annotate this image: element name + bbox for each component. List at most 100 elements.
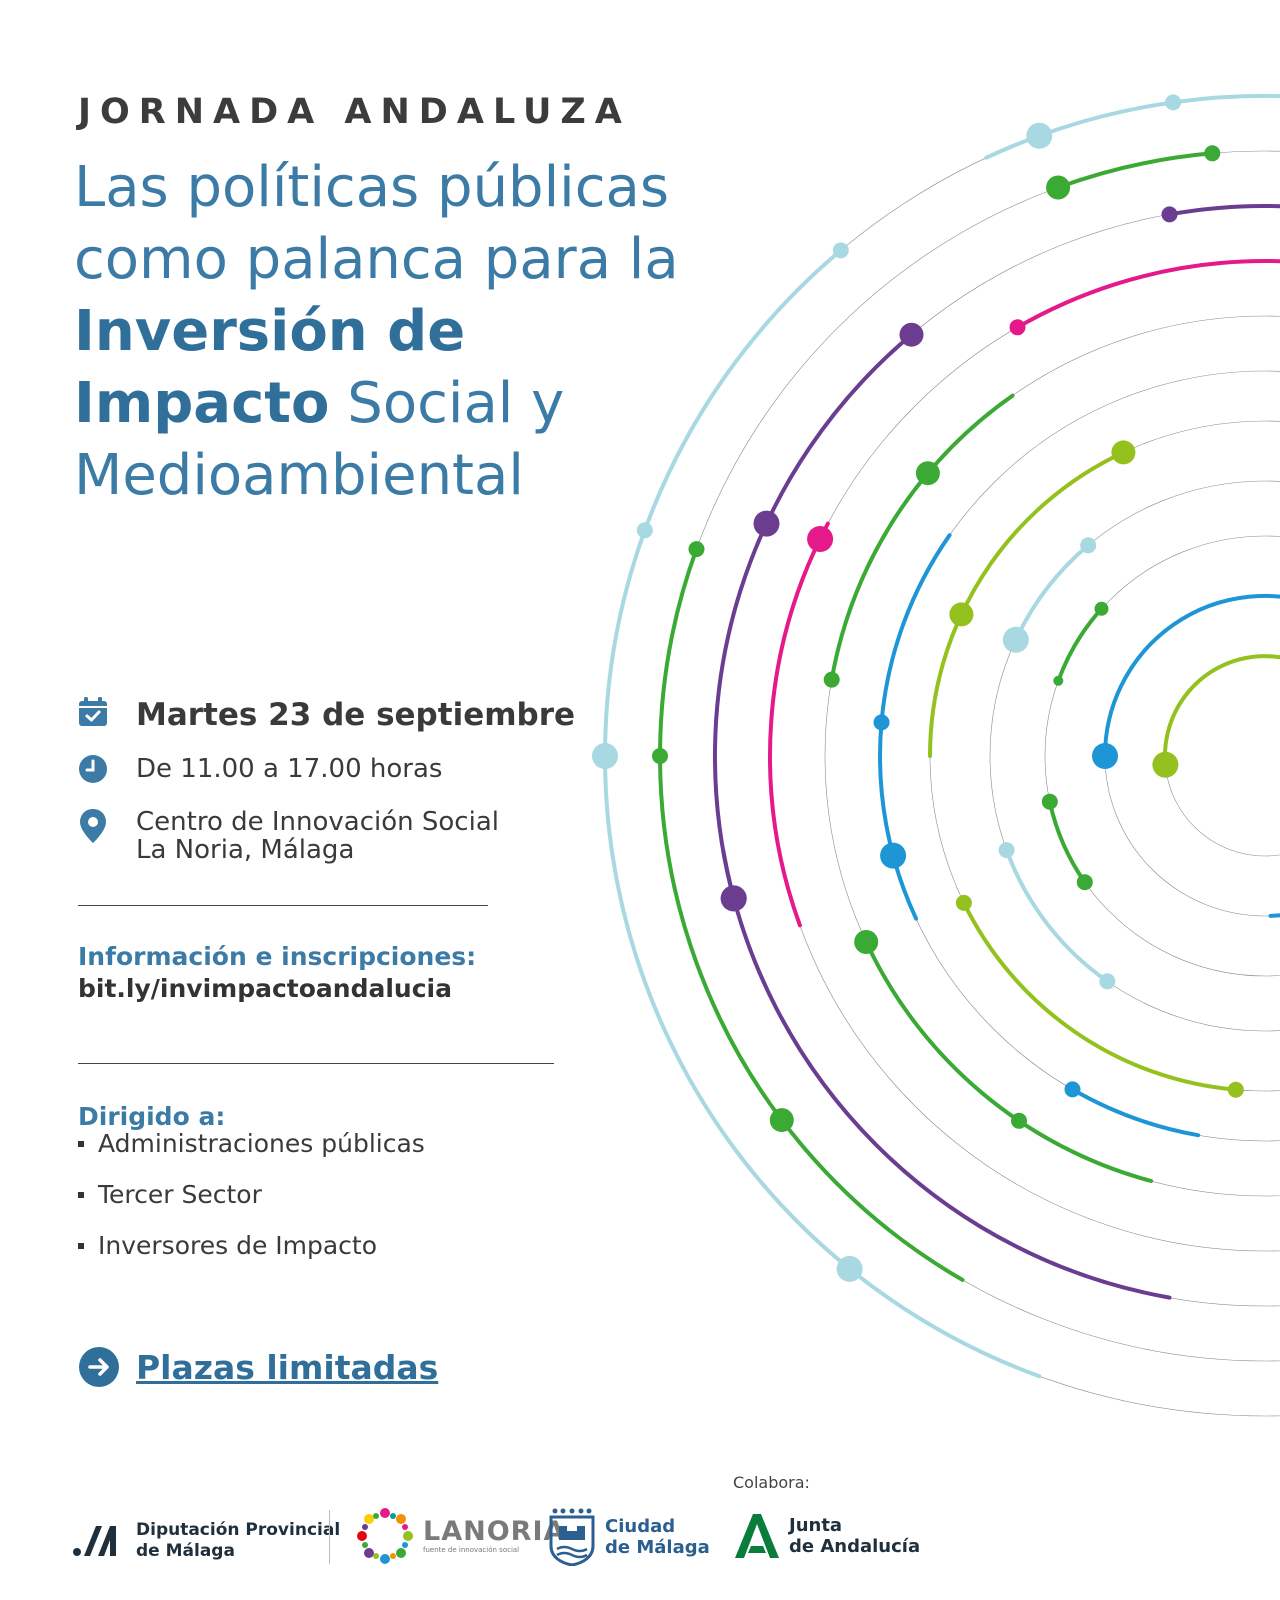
ring-arc	[768, 521, 830, 928]
ring-dot	[1064, 1081, 1081, 1098]
ring-guide	[989, 480, 1280, 1032]
place-line-1: Centro de Innovación Social	[136, 807, 499, 837]
registration-link[interactable]: bit.ly/invimpactoandalucia	[78, 974, 452, 1003]
ring-arc	[721, 849, 1172, 1300]
audience-label: Dirigido a:	[78, 1102, 226, 1131]
ring-dot	[899, 322, 924, 347]
ring-arc	[829, 393, 1015, 682]
ring-guide	[824, 315, 1280, 1197]
ring-dot	[1111, 440, 1136, 465]
ring-dot	[832, 242, 849, 259]
ring-arc	[713, 332, 914, 901]
ring-dot	[949, 602, 974, 627]
ring-dot	[854, 930, 879, 954]
ring-dot	[1026, 122, 1053, 149]
logo-diputacion: Diputación Provincial de Málaga	[72, 1520, 340, 1562]
ring-dot	[1227, 1081, 1244, 1098]
title-line-2: como palanca para la	[74, 227, 679, 292]
diputacion-logo-icon	[73, 1526, 116, 1556]
ring-dot	[652, 748, 668, 764]
collab-label: Colabora:	[733, 1473, 810, 1492]
ring-arc	[1015, 259, 1280, 330]
ring-guide	[1044, 535, 1280, 977]
ring-guide	[769, 260, 1280, 1252]
ring-dot	[1053, 675, 1064, 686]
ring-arc	[1056, 151, 1215, 190]
ring-dot	[823, 671, 840, 688]
ring-dot	[1041, 793, 1058, 810]
audience-list: Administraciones públicas Tercer Sector …	[78, 1127, 425, 1280]
divider	[78, 1063, 554, 1064]
bullet-icon	[78, 1192, 84, 1198]
ring-dot	[873, 714, 890, 731]
junta-logo-icon	[735, 1514, 779, 1558]
registration-label: Información e inscripciones:	[78, 942, 477, 971]
ring-dot	[1161, 206, 1178, 223]
junta-line-1: Junta	[789, 1515, 843, 1536]
ring-dot	[1046, 175, 1071, 200]
ring-arc	[1056, 606, 1104, 683]
ring-guide	[879, 370, 1280, 1142]
title-line-1: Las políticas públicas	[74, 155, 669, 220]
title-line-3: Inversión de	[74, 296, 774, 368]
limited-places-cta[interactable]: Plazas limitadas	[78, 1346, 438, 1388]
ring-dot	[1080, 537, 1097, 554]
ring-arc	[1103, 594, 1280, 758]
ring-arc	[1268, 913, 1280, 918]
ring-arc	[1167, 204, 1280, 217]
ring-arc	[928, 450, 1126, 758]
ring-guide	[1104, 595, 1280, 917]
ring-dot	[688, 541, 705, 558]
list-item: Inversores de Impacto	[78, 1229, 425, 1280]
ring-dot	[1076, 874, 1093, 891]
ring-arc	[1070, 1087, 1201, 1138]
ring-dot	[1152, 751, 1179, 778]
noria-wheel-icon	[357, 1508, 413, 1564]
event-place-row: Centro de Innovación Social La Noria, Má…	[78, 808, 499, 864]
ring-dot	[915, 461, 940, 486]
malaga-shield-icon	[549, 1508, 595, 1566]
bullet-icon	[78, 1141, 84, 1147]
bullet-icon	[78, 1243, 84, 1249]
arrow-right-circle-icon	[79, 1347, 119, 1387]
ring-dot	[636, 522, 653, 539]
ring-dot	[592, 743, 618, 769]
page-title: Las políticas públicas como palanca para…	[74, 152, 774, 512]
ring-dot	[1002, 626, 1029, 653]
cta-label[interactable]: Plazas limitadas	[136, 1347, 439, 1387]
logo-ciudad-malaga: Ciudad de Málaga	[549, 1508, 710, 1566]
ring-dot	[955, 894, 972, 911]
event-kicker: JORNADA ANDALUZA	[78, 92, 631, 132]
title-bold-investment: Inversión de	[74, 299, 466, 364]
event-time-row: De 11.00 a 17.00 horas	[78, 754, 442, 784]
list-item: Administraciones públicas	[78, 1127, 425, 1178]
list-item: Tercer Sector	[78, 1178, 425, 1229]
logo-junta-andalucia: Junta de Andalucía	[733, 1512, 920, 1560]
event-date: Martes 23 de septiembre	[136, 697, 576, 733]
title-line-4-rest: Social y	[329, 371, 565, 436]
ciudad-line-1: Ciudad	[605, 1516, 676, 1537]
ring-arc	[1013, 543, 1091, 642]
logo-la-noria: LANORIA fuente de innovación social	[357, 1508, 565, 1564]
ring-dot	[807, 526, 834, 552]
noria-tagline: fuente de innovación social	[423, 1546, 520, 1554]
ring-dot	[1099, 973, 1116, 990]
ring-arc	[1004, 848, 1110, 984]
event-place: Centro de Innovación Social La Noria, Má…	[136, 808, 499, 864]
ring-dot	[1009, 319, 1026, 336]
ring-dot	[769, 1108, 794, 1133]
place-line-2: La Noria, Málaga	[136, 835, 355, 865]
ring-arc	[1047, 799, 1087, 885]
calendar-icon	[79, 697, 107, 726]
clock-icon	[79, 755, 107, 783]
ring-dot	[836, 1255, 863, 1282]
diputacion-line-1: Diputación Provincial	[136, 1520, 341, 1540]
logo-separator	[329, 1510, 330, 1564]
title-line-5: Medioambiental	[74, 443, 524, 508]
ring-arc	[961, 900, 1238, 1092]
ring-dot	[720, 885, 747, 912]
ring-dot	[1094, 601, 1109, 616]
junta-line-2: de Andalucía	[789, 1536, 921, 1557]
ring-dot	[998, 842, 1015, 859]
ring-dot	[1092, 743, 1118, 769]
